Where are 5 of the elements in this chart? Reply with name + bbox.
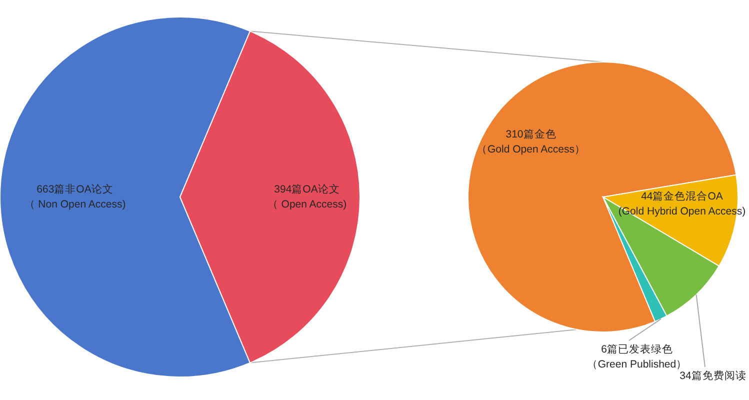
slice-label: 310篇金色（Gold Open Access） [476,128,586,156]
slice-label: 394篇OA论文（ Open Access) [267,182,347,210]
slice-label: 6篇已发表绿色（Green Published） [586,342,688,370]
slice-label: 663篇非OA论文（ Non Open Access) [24,182,126,210]
slice-label: 34篇免费阅读 [680,369,746,382]
